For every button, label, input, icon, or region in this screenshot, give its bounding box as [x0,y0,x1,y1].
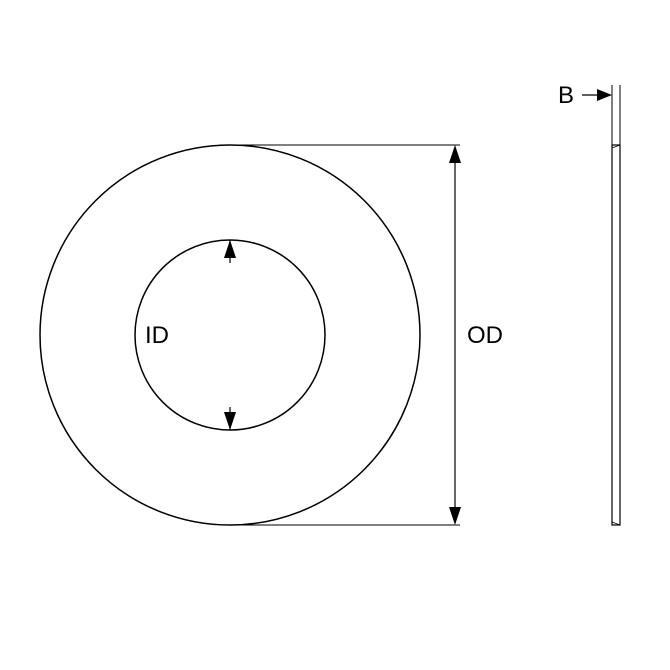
od-arrow-top [449,145,461,163]
od-arrow-bottom [449,507,461,525]
b-arrow-right [597,89,612,101]
b-label: B [558,82,574,110]
side-view-rect [612,145,620,525]
id-arrow-top [224,240,236,258]
outer-circle [40,145,420,525]
id-arrow-bottom [224,412,236,430]
id-label: ID [145,322,169,350]
washer-diagram: ID OD B [0,0,670,670]
od-label: OD [467,322,503,350]
